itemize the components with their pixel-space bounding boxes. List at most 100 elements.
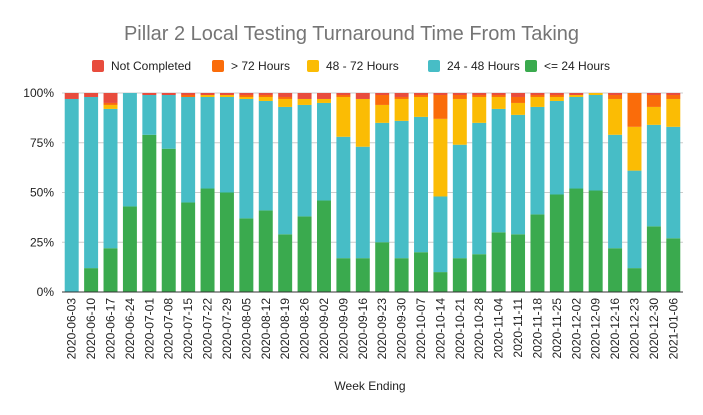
legend-swatch xyxy=(92,60,104,72)
bar-segment xyxy=(200,94,215,97)
bar-segment xyxy=(472,254,487,292)
bar-segment xyxy=(84,93,99,97)
bar-segment xyxy=(646,226,661,292)
x-tick-label: 2021-01-06 xyxy=(666,298,680,360)
bar-segment xyxy=(161,93,176,95)
bar-segment xyxy=(355,93,370,99)
x-tick-label: 2020-12-09 xyxy=(589,298,603,360)
bar-segment xyxy=(452,144,467,259)
bar-segment xyxy=(394,93,409,97)
legend-swatch xyxy=(212,60,224,72)
bar-segment xyxy=(161,148,176,292)
bar-segment xyxy=(549,100,564,195)
bar-segment xyxy=(278,93,293,97)
bar-segment xyxy=(414,94,429,97)
bar-segment xyxy=(375,94,390,105)
bar-segment xyxy=(414,96,429,117)
x-tick-label: 2020-06-17 xyxy=(104,298,118,360)
y-tick-label: 0% xyxy=(37,285,55,299)
bar-segment xyxy=(239,98,254,219)
x-tick-label: 2020-09-30 xyxy=(395,298,409,360)
x-tick-label: 2020-11-04 xyxy=(492,298,506,359)
bar-segment xyxy=(355,146,370,259)
bar-segment xyxy=(452,93,467,95)
bar-segment xyxy=(511,234,526,292)
bar-segment xyxy=(103,93,118,103)
legend-label: 48 - 72 Hours xyxy=(326,59,399,73)
x-tick-label: 2020-08-12 xyxy=(259,298,273,360)
bar-segment xyxy=(588,190,603,292)
bar-stack xyxy=(258,93,273,292)
bar-stack xyxy=(142,93,157,292)
bar-segment xyxy=(161,94,176,149)
bar-segment xyxy=(394,98,409,121)
bar-segment xyxy=(511,96,526,103)
bar-segment xyxy=(258,96,273,101)
bar-segment xyxy=(530,93,545,95)
bar-segment xyxy=(200,188,215,292)
x-tick-label: 2020-11-18 xyxy=(530,298,544,359)
bar-stack xyxy=(491,93,506,292)
bar-segment xyxy=(491,96,506,109)
bar-stack xyxy=(627,93,642,292)
bar-segment xyxy=(569,188,584,292)
bar-segment xyxy=(394,120,409,259)
x-tick-label: 2020-08-05 xyxy=(239,298,253,360)
bar-segment xyxy=(336,96,351,137)
bar-segment xyxy=(375,122,390,243)
bar-segment xyxy=(219,96,234,193)
chart-title: Pillar 2 Local Testing Turnaround Time F… xyxy=(124,23,579,45)
bar-segment xyxy=(452,98,467,145)
bar-segment xyxy=(433,94,448,119)
bar-segment xyxy=(472,94,487,97)
x-tick-label: 2020-08-19 xyxy=(278,298,292,360)
bar-segment xyxy=(355,258,370,292)
x-tick-label: 2020-10-07 xyxy=(414,298,428,360)
bar-segment xyxy=(375,242,390,292)
bar-segment xyxy=(588,94,603,191)
bar-stack xyxy=(549,93,564,292)
bar-segment xyxy=(219,93,234,95)
bar-segment xyxy=(608,94,623,99)
x-tick-label: 2020-07-01 xyxy=(142,298,156,360)
x-tick-label: 2020-12-23 xyxy=(627,298,641,360)
x-tick-label: 2020-12-02 xyxy=(569,298,583,360)
bar-segment xyxy=(239,93,254,95)
bar-stack xyxy=(200,93,215,292)
bar-segment xyxy=(414,93,429,95)
bar-segment xyxy=(549,93,564,95)
bar-segment xyxy=(181,94,196,97)
bar-segment xyxy=(297,216,312,292)
bar-stack xyxy=(452,93,467,292)
bar-segment xyxy=(414,116,429,253)
bar-segment xyxy=(627,93,642,127)
legend-swatch xyxy=(307,60,319,72)
x-tick-label: 2020-10-14 xyxy=(433,298,447,360)
bar-segment xyxy=(414,252,429,292)
bar-segment xyxy=(433,272,448,292)
bar-segment xyxy=(394,96,409,99)
x-tick-label: 2020-07-22 xyxy=(201,298,215,360)
y-tick-label: 50% xyxy=(30,186,54,200)
bar-segment xyxy=(666,98,681,127)
legend: Not Completed > 72 Hours 48 - 72 Hours 24 -… xyxy=(92,59,610,73)
legend-label: Not Completed xyxy=(111,59,191,73)
bar-stack xyxy=(588,93,603,292)
bar-segment xyxy=(646,124,661,227)
bar-segment xyxy=(336,93,351,95)
x-tick-label: 2020-09-23 xyxy=(375,298,389,360)
bar-stack xyxy=(472,93,487,292)
legend-item: Not Completed xyxy=(92,59,191,73)
bar-segment xyxy=(258,210,273,292)
bar-segment xyxy=(549,194,564,292)
bar-segment xyxy=(549,96,564,101)
bar-segment xyxy=(472,96,487,123)
bar-segment xyxy=(530,96,545,107)
bar-stack xyxy=(666,93,681,292)
bar-segment xyxy=(666,238,681,292)
bar-segment xyxy=(666,93,681,95)
bar-stack xyxy=(530,93,545,292)
y-tick-label: 75% xyxy=(30,136,54,150)
bar-stack xyxy=(219,93,234,292)
